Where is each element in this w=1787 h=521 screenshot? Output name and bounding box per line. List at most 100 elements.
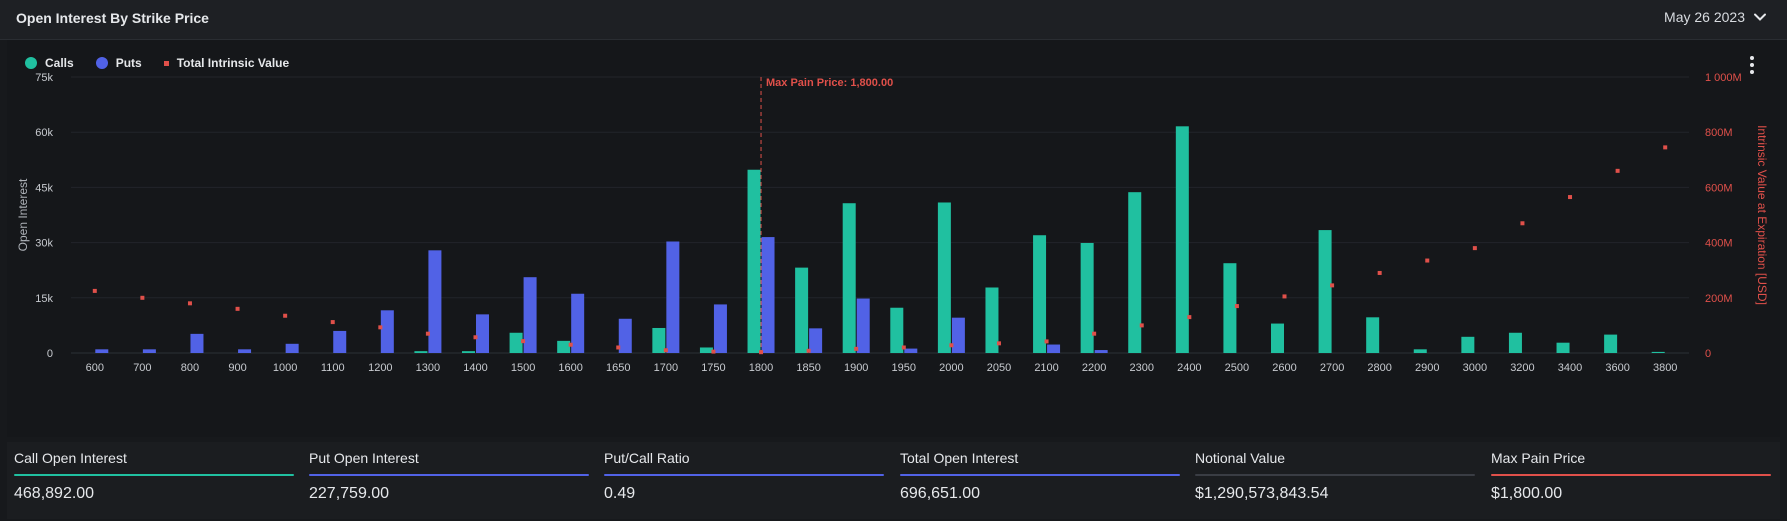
stat-underline [14,474,294,476]
x-tick-label: 800 [181,362,199,374]
stat-value: $1,800.00 [1491,485,1563,502]
legend-label: Puts [115,56,142,70]
calls-bar [1604,334,1618,353]
stat-value: 468,892.00 [14,485,95,502]
intrinsic-value-point [568,342,573,347]
x-tick-label: 1750 [701,362,725,374]
puts-bar [190,333,204,353]
x-tick-label: 2900 [1415,362,1439,374]
calls-bar [652,327,666,353]
puts-bar [142,349,156,353]
stat-underline [1491,474,1771,476]
x-tick-label: 1950 [892,362,916,374]
calls-bar [1318,230,1332,353]
puts-bar [238,349,252,353]
y-right-tick-label: 0 [1705,348,1711,360]
legend-item-calls[interactable]: Calls [25,56,74,70]
stat-value: 227,759.00 [309,485,390,502]
calls-legend-marker [25,57,37,69]
calls-bar [1461,336,1475,353]
chevron-down-icon [1754,13,1766,21]
y-right-tick-label: 200M [1705,293,1733,305]
legend-item-intrinsic-value[interactable]: Total Intrinsic Value [163,56,290,70]
intrinsic-value-point [425,331,430,336]
expiry-date-select[interactable]: May 26 2023 [1664,9,1767,25]
intrinsic-value-point [1377,270,1382,275]
stat-value: 0.49 [604,485,636,502]
y-right-tick-label: 400M [1705,238,1733,250]
x-tick-label: 3800 [1653,362,1677,374]
calls-bar [557,340,571,353]
y-axis-title: Open Interest [16,178,30,251]
calls-bar [1080,242,1094,353]
x-tick-label: 1100 [321,362,345,374]
x-tick-label: 1200 [368,362,392,374]
intrinsic-value-point [92,288,97,293]
intrinsic-value-point [235,306,240,311]
puts-bar [666,241,680,353]
puts-bar [333,330,347,353]
stat-total-open-interest: Total Open Interest 696,651.00 [900,450,1180,503]
max-pain-label: Max Pain Price: 1,800.00 [766,77,893,89]
intrinsic-value-point [473,335,478,340]
y-right-tick-label: 1 000M [1705,72,1742,84]
puts-bar [1047,344,1061,353]
stat-call-open-interest: Call Open Interest 468,892.00 [14,450,294,503]
x-tick-label: 1850 [796,362,820,374]
stat-value: 696,651.00 [900,485,981,502]
puts-bar [380,310,394,353]
calls-bar [699,347,713,353]
y-right-axis-title: Intrinsic Value at Expiration [USD] [1755,125,1769,305]
intrinsic-value-point [521,339,526,344]
puts-bar [1094,350,1108,353]
x-tick-label: 1300 [416,362,440,374]
x-tick-label: 2200 [1082,362,1106,374]
x-tick-label: 1400 [463,362,487,374]
puts-bar [618,318,632,353]
calls-bar [795,267,809,353]
expiry-date-value: May 26 2023 [1664,9,1745,25]
calls-bar [1175,126,1189,353]
calls-bar [985,287,999,353]
x-tick-label: 3400 [1558,362,1582,374]
widget-header: Open Interest By Strike Price May 26 202… [0,0,1787,40]
calls-bar [747,169,761,353]
legend-label: Total Intrinsic Value [176,56,290,70]
puts-bar [761,237,775,353]
intrinsic-value-point [616,345,621,350]
legend-label: Calls [45,56,74,70]
puts-legend-marker [95,57,108,69]
intrinsic-value-point [1044,339,1049,344]
calls-bar [842,203,856,353]
x-tick-label: 1600 [558,362,582,374]
y-tick-label: 30k [35,238,53,250]
stat-label: Max Pain Price [1491,450,1586,466]
intrinsic-value-point [1187,315,1192,320]
x-tick-label: 2300 [1129,362,1153,374]
x-tick-label: 2050 [987,362,1011,374]
intrinsic-value-point [1330,283,1335,288]
x-tick-label: 2100 [1034,362,1058,374]
calls-bar [1413,349,1427,353]
stat-put-open-interest: Put Open Interest 227,759.00 [309,450,589,503]
calls-bar [462,351,475,353]
calls-bar [509,332,523,353]
puts-bar [285,343,299,353]
stat-underline [604,474,884,476]
y-right-tick-label: 600M [1705,182,1733,194]
chart-legend: Calls Puts Total Intrinsic Value [25,56,289,70]
chart-panel: 0 15k 30k 45k 60k 75k 0 200M 400M 600M 800M 1 000M O… [7,40,1780,437]
intrinsic-value-point [1615,168,1620,173]
y-tick-label: 75k [35,72,53,84]
puts-bar [951,317,965,353]
y-tick-label: 60k [35,127,53,139]
intrinsic-value-point [949,343,954,348]
legend-item-puts[interactable]: Puts [95,56,142,70]
intrinsic-value-point [1282,294,1287,299]
stat-notional-value: Notional Value $1,290,573,843.54 [1195,450,1475,503]
calls-bar [1366,317,1380,353]
calls-bar [1508,332,1522,353]
intrinsic-value-point [1568,195,1573,200]
more-options-icon[interactable] [1748,56,1756,74]
